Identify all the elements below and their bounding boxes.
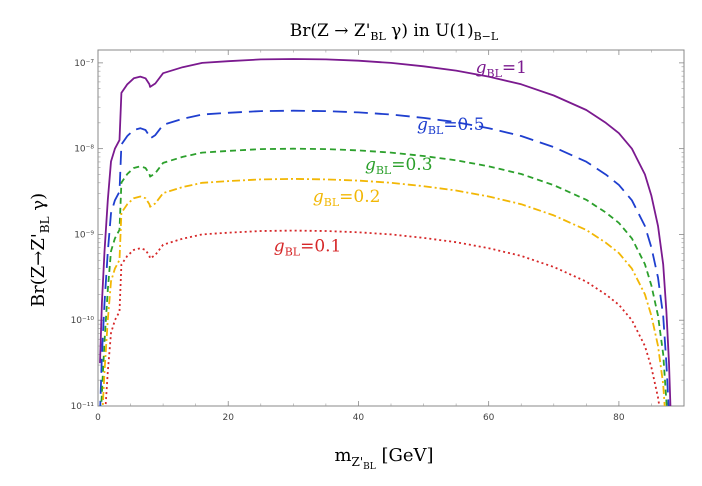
series-label-gBL=0.2: gBL=0.2 [313,187,381,209]
y-axis-label: Br(Z→Z'BL γ) [28,193,52,307]
series-line-gBL=0.5 [99,109,670,406]
y-tick-label: 10⁻⁸ [74,145,94,155]
series-line-gBL=0.1 [104,229,661,406]
series-line-gBL=0.3 [100,147,668,406]
x-tick-label: 80 [613,413,625,423]
y-tick-label: 10⁻⁹ [74,230,94,240]
y-tick-label: 10⁻⁷ [74,59,94,69]
series-label-gBL=0.3: gBL=0.3 [365,155,433,177]
series-label-gBL=0.5: gBL=0.5 [417,115,485,137]
x-tick-label: 60 [483,413,495,423]
x-tick-label: 40 [353,413,365,423]
series-line-gBL=1 [99,58,672,406]
series-label-gBL=0.1: gBL=0.1 [274,237,342,259]
x-tick-label: 0 [95,413,101,423]
x-tick-label: 20 [222,413,234,423]
series-line-gBL=0.2 [101,178,666,406]
series-label-gBL=1: gBL=1 [476,58,527,80]
chart-title: Br(Z → Z'BL γ) in U(1)B−L [290,21,499,43]
plot-frame [97,49,685,407]
y-tick-label: 10⁻¹¹ [71,402,95,412]
x-axis-label: mZ'BL [GeV] [334,445,433,472]
y-tick-label: 10⁻¹⁰ [71,316,95,326]
